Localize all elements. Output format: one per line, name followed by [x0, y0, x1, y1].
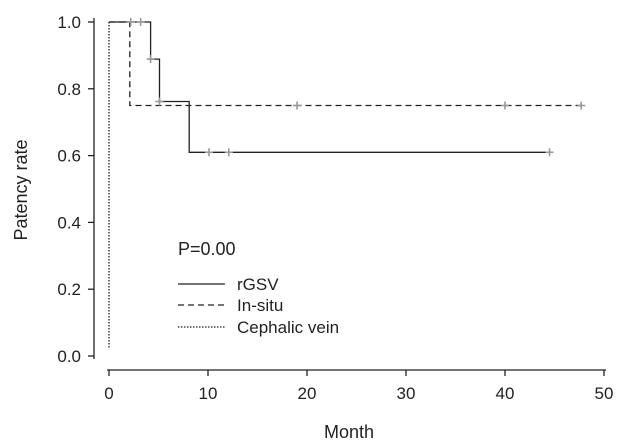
- legend-label-rgsv: rGSV: [237, 275, 279, 294]
- x-tick-label: 30: [397, 384, 416, 403]
- x-tick-label: 10: [199, 384, 218, 403]
- p-value-annotation: P=0.00: [178, 239, 236, 259]
- y-tick-label: 0.6: [57, 147, 81, 166]
- x-tick-label: 20: [298, 384, 317, 403]
- x-tick-label: 0: [104, 384, 113, 403]
- censor-marks: [126, 18, 586, 157]
- series-line-in-situ: [109, 21, 582, 107]
- series-layer: [108, 21, 582, 350]
- y-tick-label: 0.8: [57, 80, 81, 99]
- x-tick-label: 40: [496, 384, 515, 403]
- y-tick-label: 0.0: [57, 347, 81, 366]
- y-tick-label: 0.2: [57, 280, 81, 299]
- y-axis-label: Patency rate: [11, 139, 31, 240]
- legend: rGSV In-situ Cephalic vein: [178, 275, 339, 337]
- axes: 0.0 0.2 0.4 0.6 0.8 1.0 0 10 20 30 40 50: [57, 13, 613, 403]
- x-axis-label: Month: [324, 422, 374, 440]
- legend-label-cephalic-vein: Cephalic vein: [237, 318, 339, 337]
- x-tick-label: 50: [595, 384, 614, 403]
- legend-label-in-situ: In-situ: [237, 296, 283, 315]
- y-tick-label: 1.0: [57, 13, 81, 32]
- y-tick-label: 0.4: [57, 213, 81, 232]
- series-line-rgsv: [109, 21, 550, 153]
